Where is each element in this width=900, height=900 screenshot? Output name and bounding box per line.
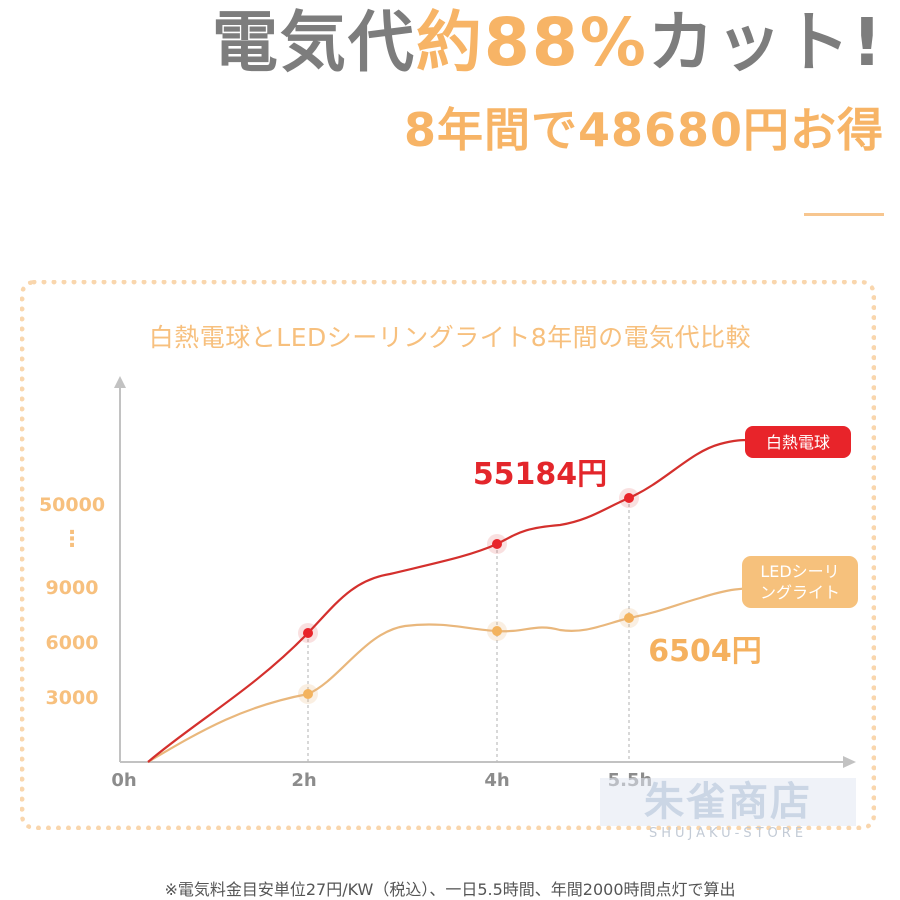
- chart-frame: [20, 280, 876, 830]
- x-axis-arrow: [843, 756, 856, 768]
- legend-label-led-line2: ングライト: [760, 583, 840, 602]
- annotation-incandescent-value: 55184円: [473, 457, 607, 492]
- data-point-incandescent: [624, 493, 634, 503]
- y-axis-arrow: [114, 376, 126, 388]
- legend-label-led-line1: LEDシーリ: [760, 562, 839, 581]
- store-watermark: 朱雀商店: [600, 778, 856, 826]
- x-tick-label: 0h: [111, 770, 136, 791]
- legend-label-incandescent: 白熱電球: [766, 433, 830, 452]
- x-tick-label: 2h: [291, 770, 316, 791]
- headline-part2: 約88%: [415, 4, 648, 81]
- headline-part1: 電気代: [211, 4, 416, 81]
- data-point-led: [303, 689, 313, 699]
- series-line-led: [147, 587, 771, 763]
- y-tick-label: 3000: [46, 687, 99, 709]
- y-axis-break: ⋮: [61, 527, 83, 552]
- annotation-led-value: 6504円: [648, 634, 762, 669]
- y-tick-label: 50000: [39, 494, 105, 516]
- headline: 電気代約88%カット!: [0, 4, 884, 82]
- data-point-led: [492, 626, 502, 636]
- headline-part3: カット!: [647, 4, 884, 81]
- data-point-incandescent: [492, 539, 502, 549]
- legend-badge-incandescent: [745, 426, 851, 458]
- y-tick-label: 9000: [46, 577, 99, 599]
- x-tick-label: 4h: [484, 770, 509, 791]
- y-tick-label: 6000: [46, 632, 99, 654]
- chart-title: 白熱電球とLEDシーリングライト8年間の電気代比較: [148, 323, 752, 352]
- subheadline: 8年間で48680円お得: [403, 103, 884, 157]
- data-point-led: [624, 613, 634, 623]
- legend-badge-led: [742, 556, 858, 608]
- accent-divider: [804, 213, 884, 216]
- store-watermark-sub: SHUJAKU-STORE: [648, 826, 808, 841]
- footnote: ※電気料金目安単位27円/KW（税込）、一日5.5時間、年間2000時間点灯で算…: [164, 880, 736, 899]
- data-point-incandescent: [303, 628, 313, 638]
